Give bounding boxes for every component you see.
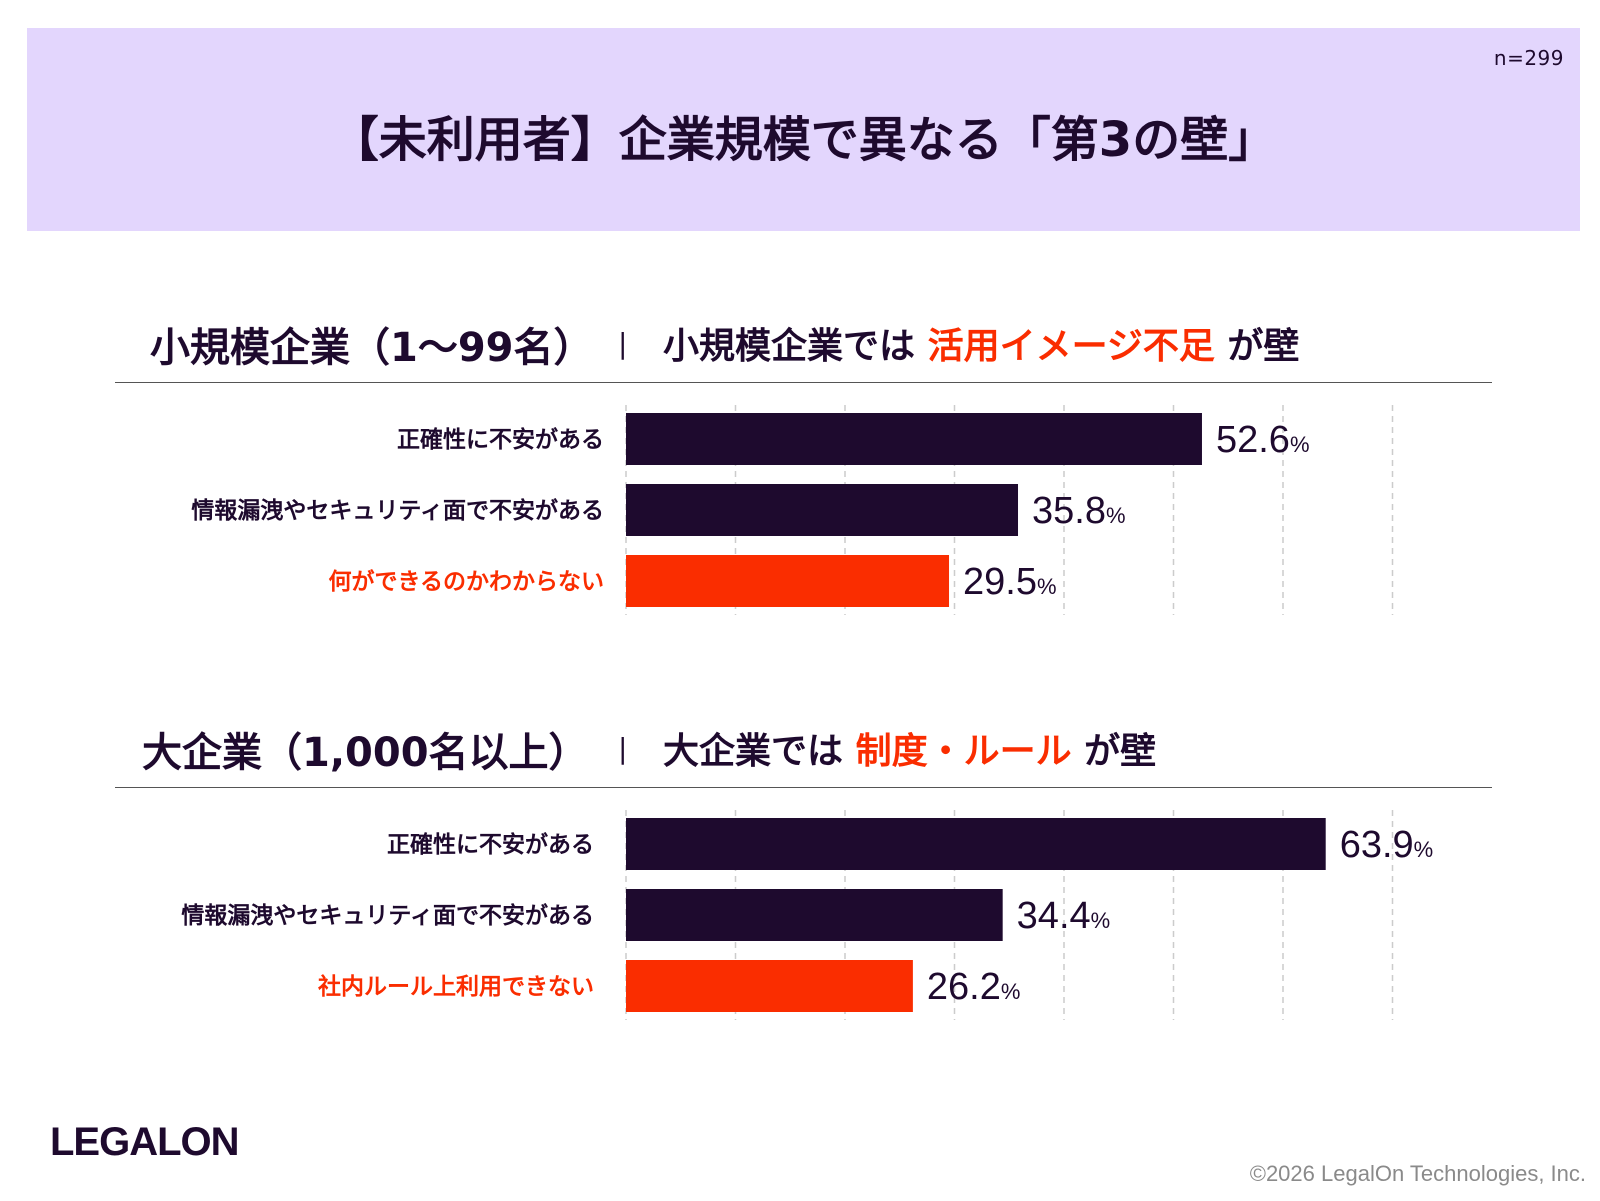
subtitle-highlight: 制度・ルール: [855, 731, 1072, 772]
page-title: 【未利用者】企業規模で異なる「第3の壁」: [330, 112, 1277, 168]
section-separator: |: [618, 732, 628, 765]
subtitle-prefix: 小規模企業では: [663, 326, 916, 367]
category-label: 情報漏洩やセキュリティ面で不安がある: [191, 497, 604, 524]
subtitle-suffix: が壁: [1084, 731, 1157, 772]
section-separator: |: [618, 327, 628, 360]
value-label: 29.5%: [963, 561, 1057, 603]
bar: [626, 484, 1019, 536]
subtitle-highlight: 活用イメージ不足: [927, 326, 1215, 367]
value-label: 35.8%: [1032, 490, 1126, 532]
section-subtitle: 小規模企業では 活用イメージ不足 が壁: [663, 317, 1299, 369]
subtitle-suffix: が壁: [1227, 326, 1300, 367]
section-label: 小規模企業（1〜99名）: [150, 325, 594, 371]
category-label: 正確性に不安がある: [397, 426, 604, 453]
category-label: 正確性に不安がある: [387, 831, 594, 858]
bar: [626, 889, 1003, 941]
header-banner: n=299 【未利用者】企業規模で異なる「第3の壁」: [27, 28, 1580, 231]
section-divider: [115, 787, 1492, 788]
value-label: 26.2%: [927, 966, 1021, 1008]
section-subtitle: 大企業では 制度・ルール が壁: [663, 722, 1156, 774]
category-label: 何ができるのかわからない: [328, 568, 604, 595]
section-heading: 大企業（1,000名以上） | 大企業では 制度・ルール が壁: [0, 720, 1600, 780]
value-label: 52.6%: [1216, 419, 1310, 461]
bar: [626, 960, 913, 1012]
value-label: 34.4%: [1017, 895, 1111, 937]
bar: [626, 818, 1326, 870]
section-label: 大企業（1,000名以上）: [142, 730, 589, 776]
subtitle-prefix: 大企業では: [663, 731, 844, 772]
sample-size: n=299: [1493, 46, 1564, 70]
bar: [626, 555, 950, 607]
category-label: 情報漏洩やセキュリティ面で不安がある: [181, 902, 594, 929]
bar: [626, 413, 1202, 465]
copyright-text: ©2026 LegalOn Technologies, Inc.: [1249, 1161, 1586, 1186]
legalon-logo: LEGALON: [50, 1120, 240, 1164]
value-label: 63.9%: [1340, 824, 1434, 866]
section-divider: [115, 382, 1492, 383]
section-heading: 小規模企業（1〜99名） | 小規模企業では 活用イメージ不足 が壁: [0, 315, 1600, 375]
category-label: 社内ルール上利用できない: [318, 973, 594, 1000]
